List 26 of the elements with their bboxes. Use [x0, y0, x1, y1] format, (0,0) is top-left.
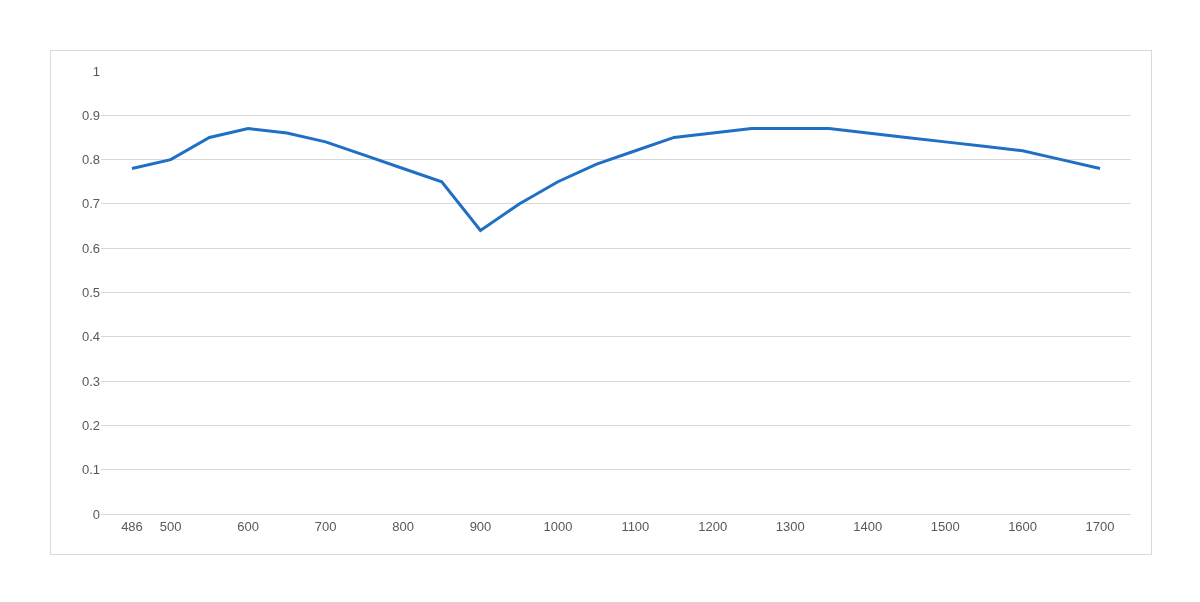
x-tick-label: 1100 — [621, 518, 650, 534]
x-tick-label: 486 — [121, 518, 143, 534]
x-tick-label: 1300 — [775, 518, 805, 534]
y-tick-label: 0.3 — [81, 373, 100, 389]
y-tick-label: 0.8 — [81, 152, 100, 168]
y-tick-label: 0.4 — [81, 329, 100, 345]
x-tick-label: 700 — [314, 518, 337, 534]
y-tick-label: 0.7 — [81, 196, 100, 212]
y-tick-label: 1 — [92, 63, 100, 79]
y-tick-label: 0.2 — [81, 417, 100, 433]
x-tick-label: 800 — [392, 518, 414, 534]
x-tick-label: 1500 — [930, 518, 960, 534]
y-tick-label: 0.9 — [81, 107, 100, 123]
x-tick-label: 1000 — [543, 518, 573, 534]
x-tick-label: 1700 — [1085, 518, 1115, 534]
x-tick-label: 900 — [469, 518, 492, 534]
x-tick-label: 1200 — [698, 518, 728, 534]
x-tick-label: 1400 — [853, 518, 883, 534]
y-tick-label: 0.1 — [81, 462, 100, 478]
line-series — [130, 127, 1102, 232]
x-tick-label: 600 — [237, 518, 259, 534]
y-tick-label: 0 — [92, 506, 100, 522]
y-tick-label: 0.5 — [81, 285, 100, 301]
x-tick-label: 1600 — [1008, 518, 1038, 534]
x-tick-label: 500 — [159, 518, 182, 534]
y-tick-label: 0.6 — [81, 240, 100, 256]
